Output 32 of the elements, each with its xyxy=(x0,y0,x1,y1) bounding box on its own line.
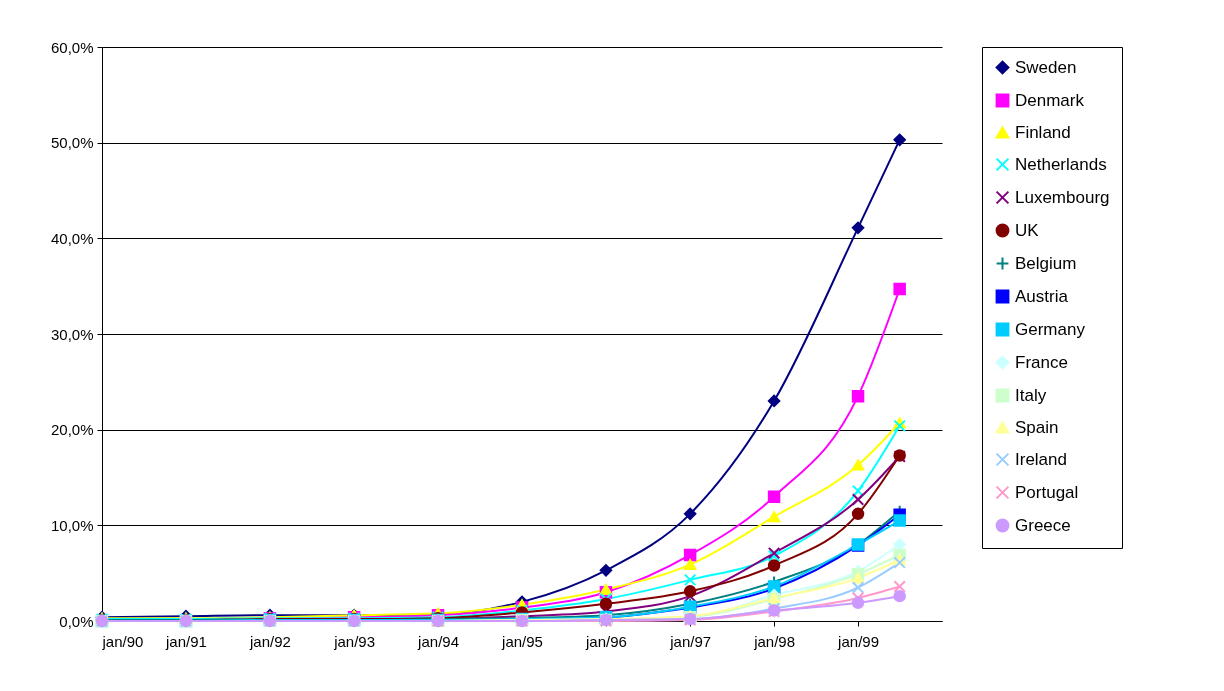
y-tick-label: 0,0% xyxy=(59,612,94,630)
legend-label: Portugal xyxy=(1015,482,1079,502)
x-tick-label: jan/90 xyxy=(101,632,144,650)
legend-label: Austria xyxy=(1015,286,1069,306)
x-tick-label: jan/95 xyxy=(501,632,543,650)
x-tick-label: jan/93 xyxy=(333,632,376,650)
legend-label: UK xyxy=(1015,220,1040,240)
legend-label: Greece xyxy=(1015,515,1071,535)
legend-label: Netherlands xyxy=(1015,154,1107,174)
y-tick-label: 20,0% xyxy=(50,421,94,439)
y-tick-label: 60,0% xyxy=(50,38,94,56)
x-tick-label: jan/99 xyxy=(837,632,879,650)
x-tick-label: jan/92 xyxy=(248,632,291,650)
legend-label: Ireland xyxy=(1015,449,1067,469)
y-tick-label: 40,0% xyxy=(50,229,94,247)
x-tick-label: jan/91 xyxy=(165,632,207,650)
legend-label: Germany xyxy=(1015,319,1086,339)
legend-label: Denmark xyxy=(1015,90,1085,110)
x-tick-label: jan/97 xyxy=(669,632,712,650)
legend-label: Belgium xyxy=(1015,253,1077,273)
legend-label: Spain xyxy=(1015,417,1059,437)
legend-label: France xyxy=(1015,352,1068,372)
y-tick-label: 10,0% xyxy=(50,516,94,534)
legend-label: Luxembourg xyxy=(1015,187,1110,207)
legend-label: Sweden xyxy=(1015,57,1077,77)
x-tick-label: jan/96 xyxy=(585,632,627,650)
y-tick-label: 50,0% xyxy=(50,134,94,152)
y-tick-label: 30,0% xyxy=(50,325,94,343)
legend-label: Italy xyxy=(1015,385,1047,405)
x-tick-label: jan/94 xyxy=(417,632,459,650)
legend-label: Finland xyxy=(1015,122,1071,142)
x-tick-label: jan/98 xyxy=(753,632,796,650)
